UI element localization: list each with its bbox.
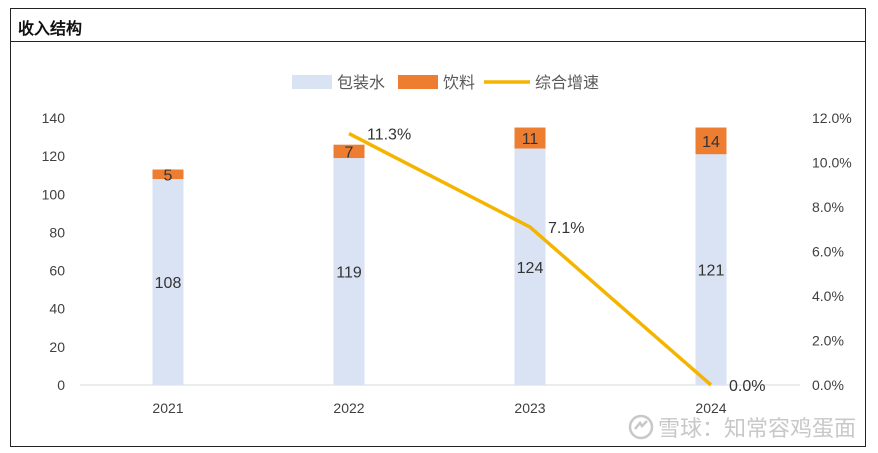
y-left-tick-label: 60 xyxy=(49,263,65,279)
bar-drink-label: 14 xyxy=(702,134,720,151)
y-left-tick-label: 20 xyxy=(49,339,65,355)
bar-drink xyxy=(152,169,184,180)
bar-water xyxy=(695,154,727,385)
y-left-tick-label: 140 xyxy=(42,110,66,126)
y-right-tick-label: 0.0% xyxy=(812,377,844,393)
x-tick-label: 2022 xyxy=(333,400,364,416)
bar-drink xyxy=(695,127,727,155)
panel-title: 收入结构 xyxy=(18,19,83,38)
bar-water-label: 124 xyxy=(517,260,544,277)
bar-drink xyxy=(333,144,365,159)
legend-swatch-water xyxy=(292,75,332,89)
x-tick-label: 2024 xyxy=(695,400,726,416)
y-right-tick-label: 2.0% xyxy=(812,333,844,349)
bar-water-label: 121 xyxy=(698,263,725,280)
bar-drink-label: 5 xyxy=(164,167,173,184)
y-left-tick-label: 120 xyxy=(42,148,66,164)
watermark: 雪球：知常容鸡蛋面 xyxy=(628,411,856,443)
y-left-tick-label: 100 xyxy=(42,186,66,202)
bar-drink-label: 11 xyxy=(522,131,539,148)
bar-drink-label: 7 xyxy=(345,144,354,161)
legend-label-drink: 饮料 xyxy=(443,73,475,92)
bar-water-label: 119 xyxy=(336,265,362,282)
growth-label: 11.3% xyxy=(367,127,411,144)
y-right-tick-label: 10.0% xyxy=(812,155,852,171)
watermark-text: 雪球：知常容鸡蛋面 xyxy=(657,417,856,442)
y-right-tick-label: 12.0% xyxy=(812,110,852,126)
bar-water xyxy=(514,148,546,385)
legend-swatch-drink xyxy=(398,75,438,89)
y-right-tick-label: 8.0% xyxy=(812,199,844,215)
legend-label-water: 包装水 xyxy=(337,73,385,92)
y-left-tick-label: 80 xyxy=(49,224,65,240)
snowball-logo-icon xyxy=(628,414,654,440)
bar-drink xyxy=(514,127,546,149)
legend-label-growth: 综合增速 xyxy=(535,73,599,92)
y-right-tick-label: 4.0% xyxy=(812,288,844,304)
y-right-tick-label: 6.0% xyxy=(812,244,844,260)
bar-water xyxy=(152,179,184,385)
y-left-tick-label: 0 xyxy=(57,377,65,393)
x-tick-label: 2021 xyxy=(152,400,183,416)
y-left-tick-label: 40 xyxy=(49,301,65,317)
bar-water xyxy=(333,158,365,385)
growth-label: 0.0% xyxy=(729,378,765,395)
x-tick-label: 2023 xyxy=(514,400,545,416)
bar-water-label: 108 xyxy=(155,275,182,292)
growth-label: 7.1% xyxy=(548,220,584,237)
panel-title-bar: 收入结构 xyxy=(11,9,865,42)
